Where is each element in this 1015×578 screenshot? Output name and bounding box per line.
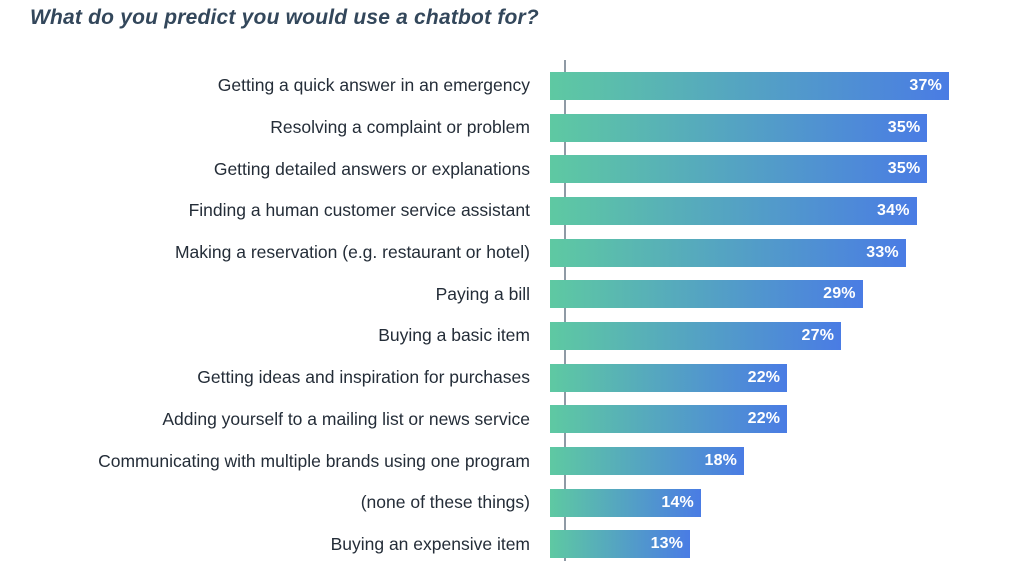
category-label: Getting detailed answers or explanations	[213, 158, 530, 179]
value-label: 35%	[887, 118, 921, 136]
value-label: 34%	[877, 201, 910, 219]
bar: 22%	[550, 363, 788, 392]
bar-track: 37%	[550, 71, 949, 100]
bar: 35%	[550, 113, 928, 142]
value-label: 35%	[887, 160, 921, 178]
category-label: Buying a basic item	[378, 325, 530, 346]
bar: 13%	[550, 530, 691, 559]
axis-baseline	[564, 60, 566, 561]
bar-row: Getting detailed answers or explanations…	[0, 148, 1015, 190]
bar-row: Communicating with multiple brands using…	[0, 440, 1015, 482]
category-label: Resolving a complaint or problem	[270, 117, 530, 138]
bar-row: Buying a basic item 27%	[0, 315, 1015, 357]
bar: 34%	[550, 196, 917, 225]
bar-track: 22%	[550, 363, 788, 392]
bar-track: 29%	[550, 280, 863, 309]
bar: 18%	[550, 447, 745, 476]
value-label: 18%	[704, 452, 738, 470]
value-label: 33%	[866, 243, 899, 261]
bar-track: 22%	[550, 405, 788, 434]
category-label: Getting ideas and inspiration for purcha…	[197, 367, 530, 388]
bar-row: Buying an expensive item 13%	[0, 524, 1015, 566]
category-label: Finding a human customer service assista…	[188, 200, 530, 221]
bar-row: Resolving a complaint or problem 35%	[0, 107, 1015, 149]
bar-track: 13%	[550, 530, 691, 559]
bar-row: Getting ideas and inspiration for purcha…	[0, 357, 1015, 399]
bar-track: 33%	[550, 238, 906, 267]
value-label: 27%	[801, 326, 835, 344]
bar: 37%	[550, 71, 949, 100]
category-label: Communicating with multiple brands using…	[98, 450, 530, 471]
bar: 22%	[550, 405, 788, 434]
bar-row: (none of these things) 14%	[0, 482, 1015, 524]
value-label: 22%	[747, 368, 781, 386]
bar-track: 14%	[550, 488, 701, 517]
bar: 29%	[550, 280, 863, 309]
value-label: 29%	[823, 285, 856, 303]
category-label: Adding yourself to a mailing list or new…	[162, 408, 530, 429]
bar-row: Making a reservation (e.g. restaurant or…	[0, 232, 1015, 274]
category-label: (none of these things)	[360, 492, 530, 513]
bar-chart: Getting a quick answer in an emergency 37…	[0, 60, 1015, 570]
bar-track: 27%	[550, 321, 842, 350]
bar-track: 18%	[550, 447, 745, 476]
value-label: 37%	[909, 76, 942, 94]
bar: 35%	[550, 155, 928, 184]
bar-row: Finding a human customer service assista…	[0, 190, 1015, 232]
bar: 14%	[550, 488, 701, 517]
bar: 33%	[550, 238, 906, 267]
chart-title: What do you predict you would use a chat…	[30, 6, 539, 29]
bar-rows: Getting a quick answer in an emergency 37…	[0, 65, 1015, 565]
category-label: Making a reservation (e.g. restaurant or…	[174, 242, 530, 263]
bar-track: 35%	[550, 155, 928, 184]
category-label: Paying a bill	[435, 283, 530, 304]
value-label: 22%	[747, 410, 781, 428]
category-label: Buying an expensive item	[330, 533, 530, 554]
bar-row: Adding yourself to a mailing list or new…	[0, 399, 1015, 441]
value-label: 14%	[661, 493, 694, 511]
bar-track: 34%	[550, 196, 917, 225]
category-label: Getting a quick answer in an emergency	[217, 75, 530, 96]
bar-track: 35%	[550, 113, 928, 142]
bar: 27%	[550, 321, 842, 350]
bar-row: Getting a quick answer in an emergency 37…	[0, 65, 1015, 107]
bar-row: Paying a bill 29%	[0, 273, 1015, 315]
value-label: 13%	[650, 535, 684, 553]
